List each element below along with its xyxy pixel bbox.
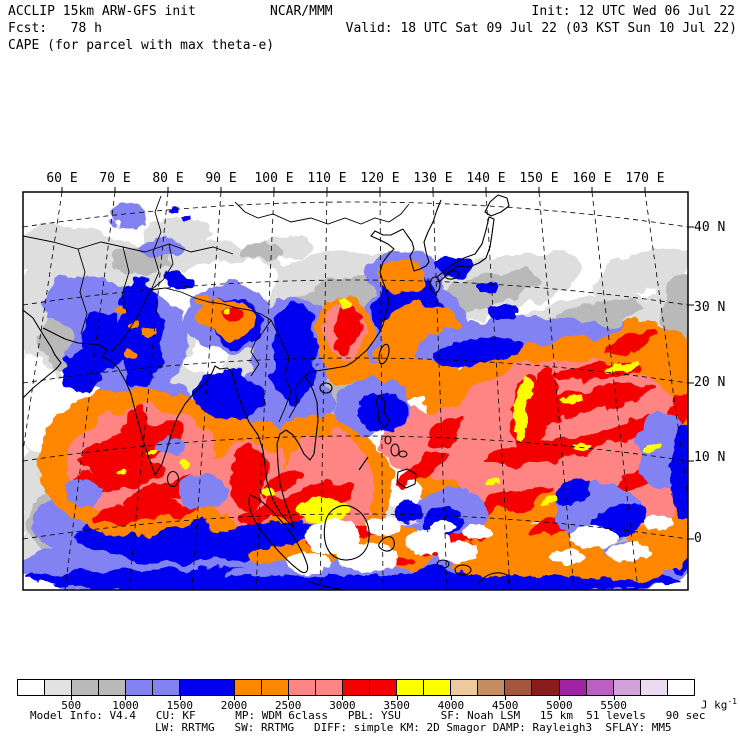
lat-label: 10 N	[694, 450, 726, 465]
colorbar-segment	[478, 680, 506, 695]
lon-label: 150 E	[519, 171, 559, 186]
colorbar-tick-label: 5000	[546, 699, 573, 712]
lon-label: 130 E	[413, 171, 453, 186]
lon-label: 160 E	[572, 171, 612, 186]
colorbar-tick	[396, 696, 398, 700]
colorbar-segment	[451, 680, 479, 695]
valid-time: Valid: 18 UTC Sat 09 Jul 22 (03 KST Sun …	[345, 21, 737, 36]
colorbar-segment	[505, 680, 533, 695]
colorbar-tick	[450, 696, 452, 700]
colorbar-unit: J kg-1	[700, 697, 737, 712]
colorbar-segment	[99, 680, 127, 695]
lat-label: 0	[694, 531, 702, 546]
coastlines	[23, 194, 510, 590]
colorbar-segment	[234, 680, 262, 695]
colorbar-segment	[640, 680, 668, 695]
country-borders	[23, 195, 410, 423]
lon-label: 100 E	[254, 171, 294, 186]
colorbar-segment	[667, 680, 694, 695]
colorbar-tick	[288, 696, 290, 700]
lat-label: 20 N	[694, 375, 726, 390]
lon-label: 170 E	[625, 171, 665, 186]
cape-map	[22, 187, 694, 591]
colorbar-tick-label: 5500	[600, 699, 627, 712]
org-label: NCAR/MMM	[270, 4, 333, 19]
colorbar-segment	[153, 680, 181, 695]
colorbar-segment	[532, 680, 560, 695]
colorbar-tick	[342, 696, 344, 700]
colorbar-tick	[233, 696, 235, 700]
colorbar-segment	[370, 680, 398, 695]
colorbar-tick-label: 4000	[437, 699, 465, 712]
colorbar-segment	[342, 680, 371, 695]
lon-label: 110 E	[307, 171, 347, 186]
map-frame	[22, 187, 694, 591]
init-time: Init: 12 UTC Wed 06 Jul 22	[531, 4, 736, 19]
colorbar-segment	[180, 680, 208, 695]
model-info-line1: Model Info: V4.4 CU: KF MP: WDM 6class P…	[30, 709, 706, 722]
model-title: ACCLIP 15km ARW-GFS init	[8, 4, 196, 19]
colorbar-tick	[505, 696, 507, 700]
graticule	[23, 192, 688, 590]
cape-field	[23, 192, 688, 590]
colorbar-segment	[397, 680, 425, 695]
lon-label: 80 E	[152, 171, 184, 186]
colorbar-segment	[559, 680, 587, 695]
lon-label: 70 E	[99, 171, 131, 186]
colorbar-segment	[45, 680, 73, 695]
colorbar-tick	[125, 696, 127, 700]
colorbar-tick-label: 2500	[274, 699, 302, 712]
colorbar	[17, 679, 695, 696]
lon-label: 90 E	[205, 171, 237, 186]
lat-label: 30 N	[694, 300, 726, 315]
colorbar-segment	[18, 680, 46, 695]
lon-label: 120 E	[360, 171, 400, 186]
colorbar-tick-label: 500	[61, 699, 82, 712]
field-title: CAPE (for parcel with max theta-e)	[8, 38, 275, 53]
colorbar-segment	[207, 680, 235, 695]
colorbar-tick	[71, 696, 73, 700]
colorbar-tick	[613, 696, 615, 700]
lat-label: 40 N	[694, 220, 726, 235]
colorbar-segment	[261, 680, 289, 695]
colorbar-segment	[288, 680, 316, 695]
colorbar-tick	[179, 696, 181, 700]
fcst-hour: Fcst: 78 h	[8, 21, 102, 36]
colorbar-segment	[315, 680, 343, 695]
colorbar-segment	[586, 680, 614, 695]
colorbar-segment	[126, 680, 154, 695]
colorbar-segment	[424, 680, 452, 695]
lon-label: 60 E	[46, 171, 78, 186]
colorbar-tick-label: 2000	[220, 699, 248, 712]
colorbar-segment	[72, 680, 100, 695]
colorbar-tick-label: 4500	[491, 699, 519, 712]
colorbar-tick	[559, 696, 561, 700]
colorbar-tick-label: 3500	[383, 699, 410, 712]
lon-label: 140 E	[466, 171, 506, 186]
colorbar-tick-label: 1000	[112, 699, 139, 712]
colorbar-segment	[613, 680, 641, 695]
colorbar-tick-label: 1500	[166, 699, 193, 712]
colorbar-tick-label: 3000	[329, 699, 356, 712]
model-info-line2: LW: RRTMG SW: RRTMG DIFF: simple KM: 2D …	[155, 721, 672, 734]
